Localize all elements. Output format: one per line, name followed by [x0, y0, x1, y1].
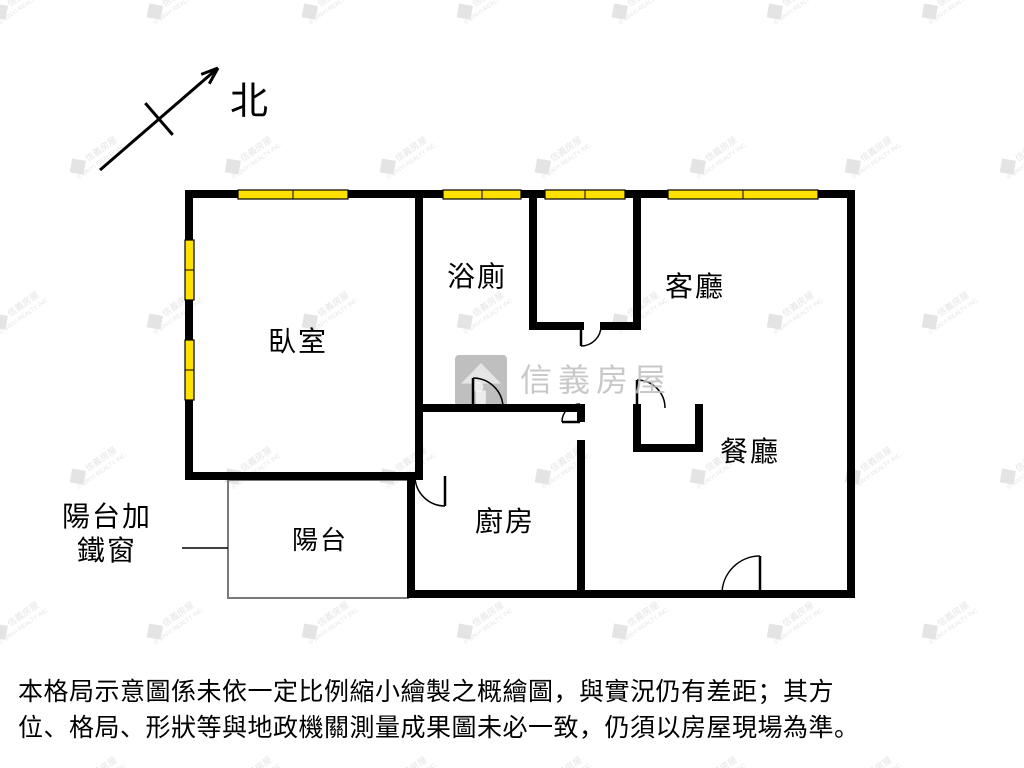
- floorplan-stage: 信義房屋© SINYI REALTY INC.信義房屋© SINYI REALT…: [0, 0, 1024, 768]
- callout-line1: 陽台加: [62, 501, 152, 532]
- disclaimer-line2: 位、格局、形狀等與地政機關測量成果圖未必一致，仍須以房屋現場為準。: [18, 714, 860, 742]
- disclaimer-text: 本格局示意圖係未依一定比例縮小繪製之概繪圖，與實況仍有差距；其方 位、格局、形狀…: [18, 674, 1006, 747]
- floorplan-svg: [0, 0, 1024, 768]
- disclaimer-line1: 本格局示意圖係未依一定比例縮小繪製之概繪圖，與實況仍有差距；其方: [18, 678, 834, 706]
- north-label: 北: [230, 70, 270, 125]
- callout-line2: 鐵窗: [77, 535, 137, 566]
- balcony-ironwindow-callout: 陽台加 鐵窗: [62, 500, 152, 567]
- room-label-dining_room: 餐廳: [720, 430, 780, 470]
- watermark-center-text: 信義房屋: [520, 355, 672, 401]
- room-label-living_room: 客廳: [665, 265, 725, 305]
- room-label-bathroom: 浴廁: [447, 255, 507, 295]
- room-label-bedroom: 臥室: [268, 320, 328, 360]
- room-label-balcony: 陽台: [292, 520, 348, 557]
- room-label-kitchen: 廚房: [475, 500, 535, 540]
